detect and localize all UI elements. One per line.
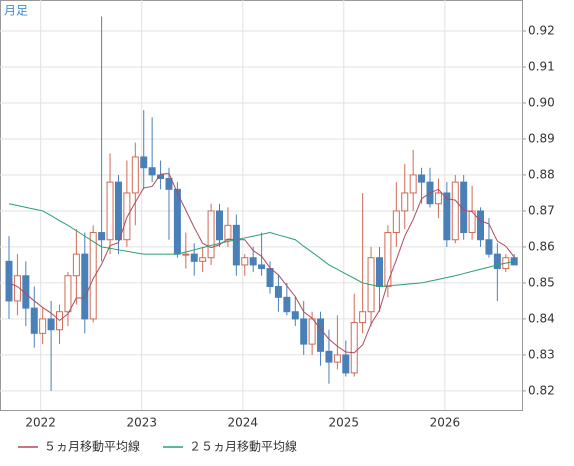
candle-body: [468, 210, 476, 234]
candle-body: [123, 192, 131, 241]
plot-area: [0, 0, 523, 411]
period-label: 月足: [4, 4, 28, 18]
candle-body: [443, 192, 451, 241]
candle-body: [64, 275, 72, 313]
candle-body: [283, 296, 291, 313]
candle-body: [274, 286, 282, 298]
y-tick-label: 0.87: [528, 203, 555, 217]
candle-body: [342, 354, 350, 374]
candle-body: [266, 268, 274, 288]
candle-body: [392, 210, 400, 234]
candle-body: [5, 260, 13, 302]
y-tick-label: 0.85: [528, 275, 555, 289]
candle-body: [249, 257, 257, 266]
candle-body: [140, 156, 148, 169]
candle-body: [375, 257, 383, 288]
candle-body: [190, 253, 198, 262]
candle-body: [325, 350, 333, 363]
candle-body: [350, 322, 358, 374]
candle-body: [13, 275, 21, 302]
candle-body: [98, 232, 106, 241]
candle-body: [485, 239, 493, 255]
candle-body: [291, 311, 299, 320]
x-tick-label: 2022: [25, 416, 56, 430]
candle-body: [89, 232, 97, 320]
candle-body: [434, 192, 442, 205]
candle-body: [493, 253, 501, 270]
candle-body: [148, 167, 156, 176]
ma-line: [8, 203, 515, 288]
candle-body: [131, 156, 139, 194]
candle-body: [165, 178, 173, 190]
candle-body: [81, 253, 89, 320]
candle-body: [401, 192, 409, 212]
ma-line: [8, 172, 515, 354]
candle-body: [72, 253, 80, 277]
x-tick-label: 2025: [329, 416, 360, 430]
y-tick-label: 0.90: [528, 95, 555, 109]
candle-body: [216, 210, 223, 241]
candle-body: [232, 224, 240, 266]
x-tick-label: 2026: [430, 416, 461, 430]
y-tick-label: 0.88: [528, 167, 555, 181]
candle-body: [300, 318, 308, 345]
candle-body: [308, 318, 316, 345]
candle-body: [106, 181, 114, 241]
candle-body: [22, 275, 30, 309]
y-tick-label: 0.92: [528, 23, 555, 37]
legend-label: ５ヵ月移動平均線: [44, 439, 140, 454]
candle-body: [359, 311, 367, 324]
x-tick-label: 2024: [227, 416, 258, 430]
candle-body: [114, 181, 122, 241]
candle-body: [173, 188, 181, 255]
candle-body: [451, 181, 459, 241]
candle-body: [333, 354, 341, 363]
y-tick-label: 0.84: [528, 311, 555, 325]
candle-body: [224, 224, 232, 241]
y-tick-label: 0.83: [528, 347, 555, 361]
candle-body: [39, 318, 47, 334]
candle-body: [47, 318, 55, 331]
candle-body: [241, 257, 249, 266]
y-tick-label: 0.91: [528, 59, 555, 73]
candle-body: [477, 210, 485, 241]
grid: [0, 0, 522, 410]
candle-body: [418, 174, 426, 183]
y-tick-label: 0.89: [528, 131, 555, 145]
candle-body: [258, 264, 266, 270]
y-tick-label: 0.82: [528, 383, 555, 397]
candle-body: [409, 174, 417, 194]
candle-body: [317, 318, 325, 352]
candle-body: [384, 232, 392, 288]
candle-body: [182, 253, 190, 256]
y-tick-label: 0.86: [528, 239, 555, 253]
x-tick-label: 2023: [126, 416, 157, 430]
legend-label: ２５ヵ月移動平均線: [189, 439, 297, 454]
candle-body: [30, 307, 38, 334]
candle-body: [207, 210, 215, 259]
candle-body: [199, 257, 207, 262]
